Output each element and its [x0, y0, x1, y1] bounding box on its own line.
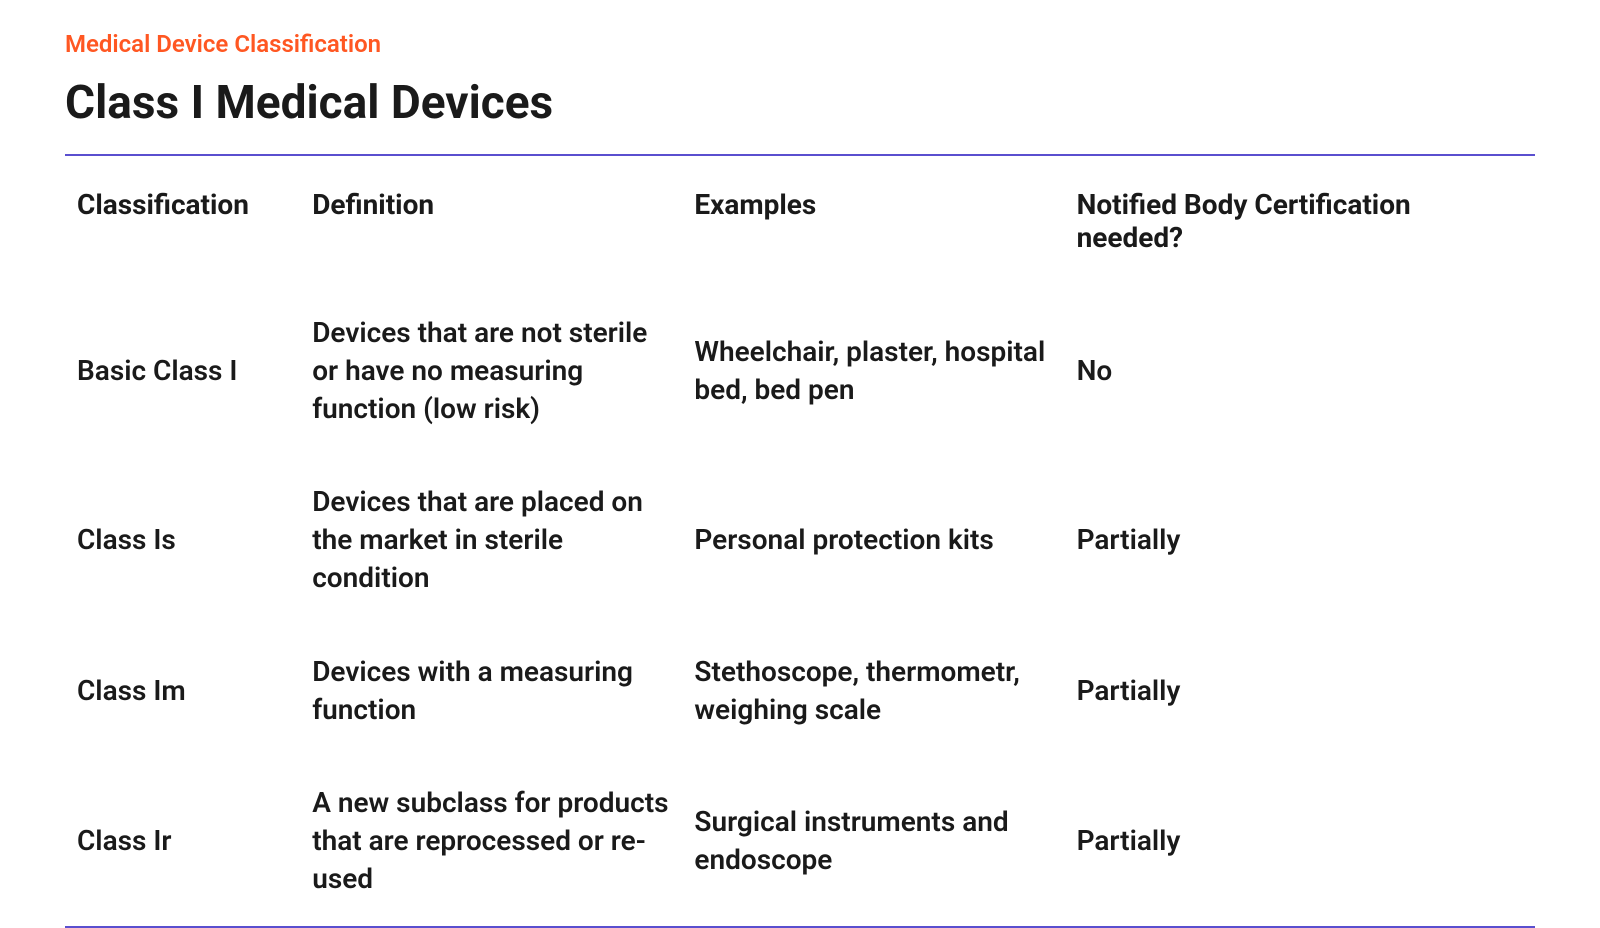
col-header-definition: Definition: [300, 156, 682, 286]
classification-table: Classification Definition Examples Notif…: [65, 156, 1535, 926]
page-title: Class I Medical Devices: [65, 76, 1535, 130]
table-row: Class Im Devices with a measuring functi…: [65, 625, 1535, 757]
cell-classification: Class Is: [65, 455, 300, 624]
cell-examples: Surgical instruments and endoscope: [682, 756, 1064, 925]
classification-table-wrap: Classification Definition Examples Notif…: [65, 156, 1535, 926]
cell-definition: A new subclass for products that are rep…: [300, 756, 682, 925]
cell-certification: Partially: [1065, 756, 1535, 925]
col-header-certification: Notified Body Certification needed?: [1065, 156, 1535, 286]
table-row: Class Is Devices that are placed on the …: [65, 455, 1535, 624]
cell-certification: Partially: [1065, 625, 1535, 757]
cell-definition: Devices that are not sterile or have no …: [300, 286, 682, 455]
cell-examples: Personal protection kits: [682, 455, 1064, 624]
cell-classification: Class Ir: [65, 756, 300, 925]
cell-certification: Partially: [1065, 455, 1535, 624]
col-header-examples: Examples: [682, 156, 1064, 286]
cell-examples: Wheelchair, plaster, hospital bed, bed p…: [682, 286, 1064, 455]
cell-classification: Basic Class I: [65, 286, 300, 455]
table-row: Class Ir A new subclass for products tha…: [65, 756, 1535, 925]
table-row: Basic Class I Devices that are not steri…: [65, 286, 1535, 455]
cell-definition: Devices with a measuring function: [300, 625, 682, 757]
col-header-classification: Classification: [65, 156, 300, 286]
cell-examples: Stethoscope, thermometr, weighing scale: [682, 625, 1064, 757]
bottom-divider: [65, 926, 1535, 928]
cell-definition: Devices that are placed on the market in…: [300, 455, 682, 624]
cell-classification: Class Im: [65, 625, 300, 757]
table-header-row: Classification Definition Examples Notif…: [65, 156, 1535, 286]
cell-certification: No: [1065, 286, 1535, 455]
eyebrow-label: Medical Device Classification: [65, 30, 1535, 58]
